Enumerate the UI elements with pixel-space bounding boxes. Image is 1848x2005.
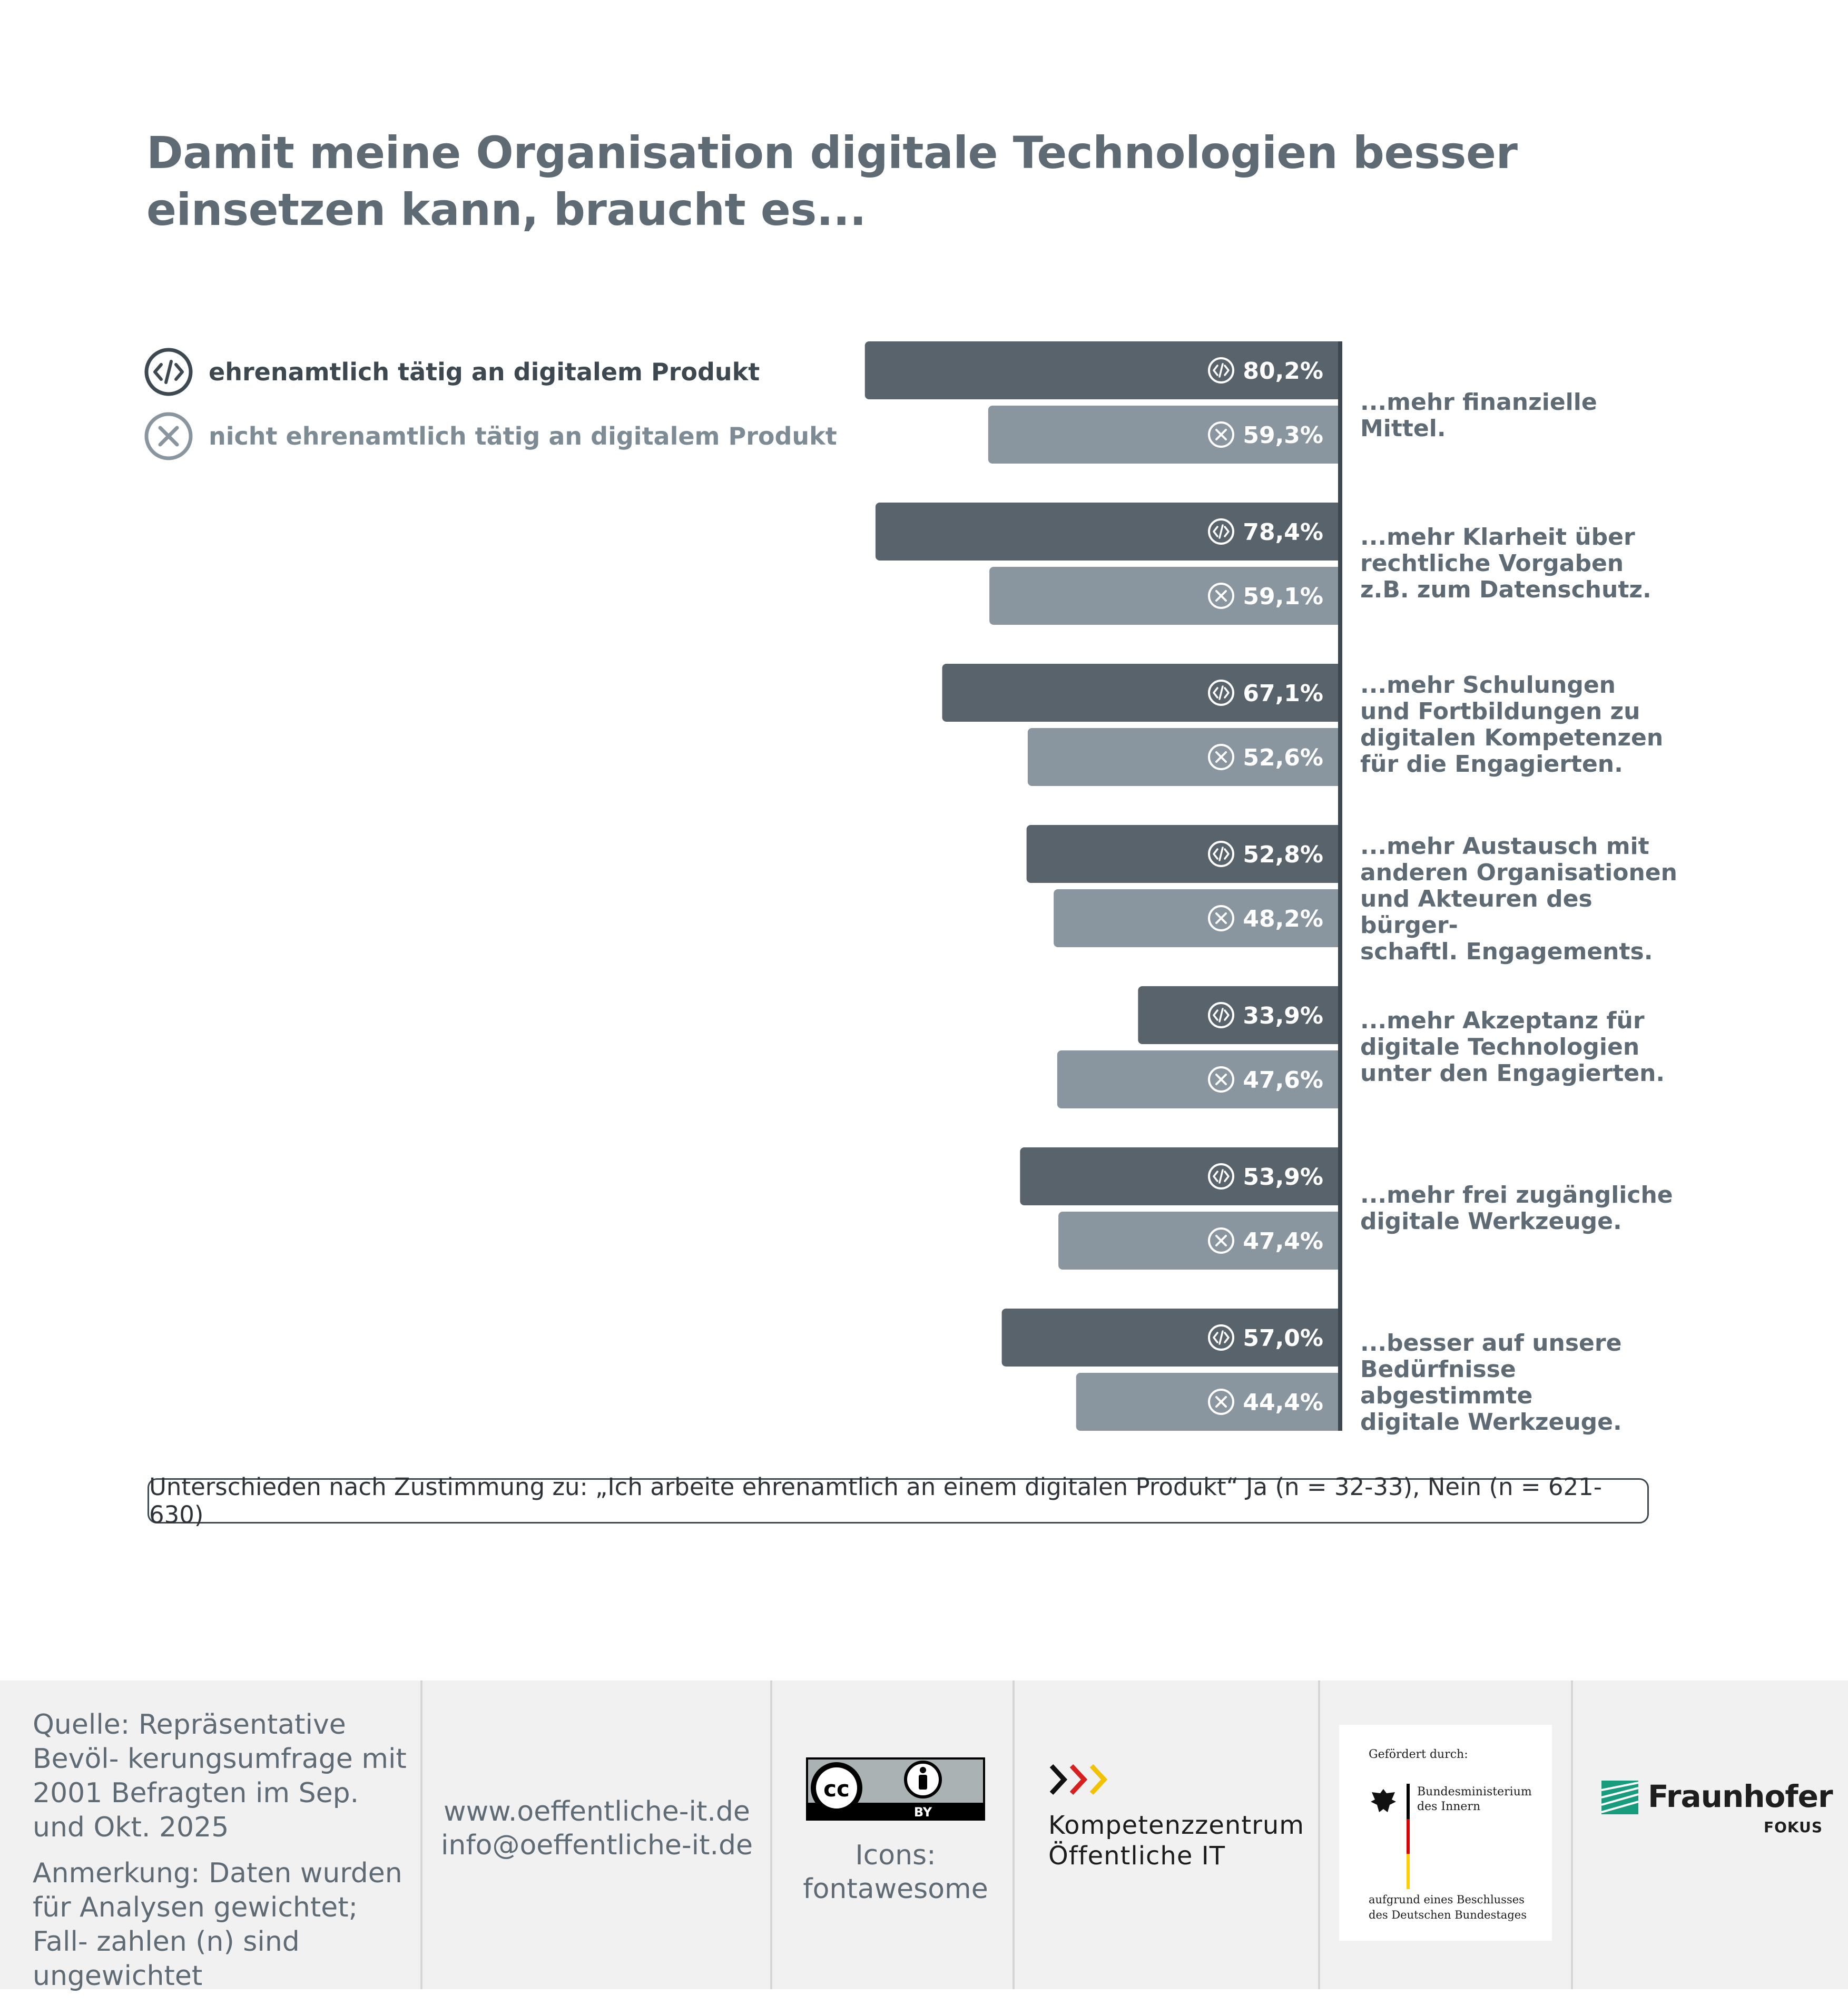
legend-item-yes: ehrenamtlich tätig an digitalem Produkt [143, 346, 760, 398]
footer-icons-credit: cc BY Icons: fontawesome [774, 1757, 1017, 1906]
legend-label-no: nicht ehrenamtlich tätig an digitalem Pr… [209, 422, 837, 450]
bar-value-label: 78,4% [1243, 519, 1323, 546]
footer-divider [420, 1680, 422, 1989]
bar [942, 664, 1342, 722]
email-link[interactable]: info@oeffentliche-it.de [440, 1830, 753, 1861]
bar-value-label: 47,6% [1243, 1067, 1323, 1094]
footer-source: Quelle: Repräsentative Bevöl- kerungsumf… [33, 1708, 412, 2005]
kompetenz-line1: Kompetenzzentrum [1048, 1811, 1305, 1840]
footer-divider [770, 1680, 772, 1989]
bar-value-label: 53,9% [1243, 1164, 1323, 1191]
code-circle-icon [1208, 680, 1234, 706]
bar-value-label: 80,2% [1243, 358, 1323, 385]
x-circle-icon [1208, 744, 1234, 770]
footer-divider [1013, 1680, 1015, 1989]
page-title: Damit meine Organisation digitale Techno… [146, 127, 1518, 235]
footer: Quelle: Repräsentative Bevöl- kerungsumf… [0, 1680, 1848, 1992]
chevrons-icon [1049, 1764, 1108, 1795]
bmi-name: Bundesministerium des Innern [1417, 1785, 1532, 1813]
category-label: ...mehr finanzielle Mittel. [1360, 389, 1597, 442]
source-text: Quelle: Repräsentative Bevöl- kerungsumf… [33, 1709, 407, 1843]
fraunhofer-name: Fraunhofer [1648, 1778, 1833, 1814]
bar-value-label: 52,6% [1243, 744, 1323, 771]
kompetenz-line2: Öffentliche IT [1048, 1841, 1226, 1871]
code-circle-icon [1208, 1324, 1234, 1351]
bar [1058, 1212, 1342, 1270]
code-circle-icon [1208, 1163, 1234, 1190]
bar [875, 503, 1342, 561]
cc-badge-text: BY [914, 1805, 932, 1820]
bar [988, 406, 1342, 464]
code-circle-icon [144, 348, 193, 396]
federal-eagle-icon [1371, 1789, 1396, 1812]
category-label: ...mehr Austausch mit anderen Organisati… [1360, 833, 1677, 965]
footer-divider [1318, 1680, 1320, 1989]
code-circle-icon [1208, 841, 1234, 867]
fraunhofer-logo: Fraunhofer FOKUS [1601, 1778, 1833, 1842]
bar-value-label: 59,1% [1243, 583, 1323, 610]
code-circle-icon [1208, 357, 1234, 384]
legend-item-no: nicht ehrenamtlich tätig an digitalem Pr… [143, 410, 837, 463]
bar [1057, 1050, 1342, 1108]
bar-value-label: 57,0% [1243, 1325, 1323, 1352]
bar-value-label: 48,2% [1243, 906, 1323, 932]
bar [1054, 889, 1342, 947]
category-label: ...mehr Schulungen und Fortbildungen zu … [1360, 672, 1664, 778]
bar-value-label: 33,9% [1243, 1003, 1323, 1029]
bar [1138, 986, 1342, 1044]
cc-by-license-icon: cc BY [806, 1757, 985, 1821]
x-circle-icon [1208, 583, 1234, 609]
category-label: ...mehr Akzeptanz für digitale Technolog… [1360, 1007, 1665, 1087]
category-label: ...mehr Klarheit über rechtliche Vorgabe… [1360, 524, 1652, 603]
bar [989, 567, 1342, 625]
icons-credit-text: Icons: fontawesome [803, 1840, 988, 1905]
bmi-gefoerdert: Gefördert durch: [1369, 1748, 1468, 1761]
german-flag-icon [1407, 1784, 1410, 1889]
footer-contact: www.oeffentliche-it.de info@oeffentliche… [426, 1795, 768, 1862]
x-circle-icon [1208, 1389, 1234, 1415]
x-circle-icon [1208, 421, 1234, 448]
x-circle-icon [144, 412, 193, 460]
code-circle-icon [1208, 518, 1234, 545]
category-label: ...mehr frei zugängliche digitale Werkze… [1360, 1182, 1673, 1235]
svg-text:cc: cc [823, 1776, 850, 1802]
category-label: ...besser auf unsere Bedürfnisse abgesti… [1360, 1330, 1622, 1436]
bmi-beschluss: aufgrund eines Beschlusses des Deutschen… [1369, 1893, 1527, 1921]
fraunhofer-fokus: FOKUS [1763, 1819, 1823, 1836]
bmi-funding-logo: Gefördert durch: Bundesministerium des I… [1339, 1725, 1552, 1941]
bar [1001, 1309, 1342, 1367]
bar-value-label: 47,4% [1243, 1228, 1323, 1255]
fraunhofer-mark-icon [1601, 1781, 1638, 1814]
x-circle-icon [1208, 1066, 1234, 1093]
x-circle-icon [1208, 905, 1234, 931]
bar [1026, 825, 1342, 883]
bar [1027, 728, 1342, 786]
bar-value-label: 67,1% [1243, 680, 1323, 707]
remark-text: Anmerkung: Daten wurden für Analysen gew… [33, 1857, 402, 1992]
website-link[interactable]: www.oeffentliche-it.de [444, 1796, 750, 1827]
footer-divider [1571, 1680, 1573, 1989]
bar-value-label: 44,4% [1243, 1389, 1323, 1416]
bar [1020, 1147, 1342, 1205]
bar-chart: 80,2% 59,3% 78,4% 59,1% 67,1% 52,6% 52,8% 48,2%… [864, 341, 1342, 1431]
kompetenzzentrum-logo: Kompetenzzentrum Öffentliche IT [1048, 1763, 1322, 1871]
code-circle-icon [1208, 1002, 1234, 1028]
bar [864, 341, 1342, 399]
bar-value-label: 59,3% [1243, 422, 1323, 449]
legend-label-yes: ehrenamtlich tätig an digitalem Produkt [209, 358, 760, 386]
sample-note: Unterschieden nach Zustimmung zu: „Ich a… [148, 1473, 1649, 1529]
x-circle-icon [1208, 1227, 1234, 1254]
bar-value-label: 52,8% [1243, 841, 1323, 868]
